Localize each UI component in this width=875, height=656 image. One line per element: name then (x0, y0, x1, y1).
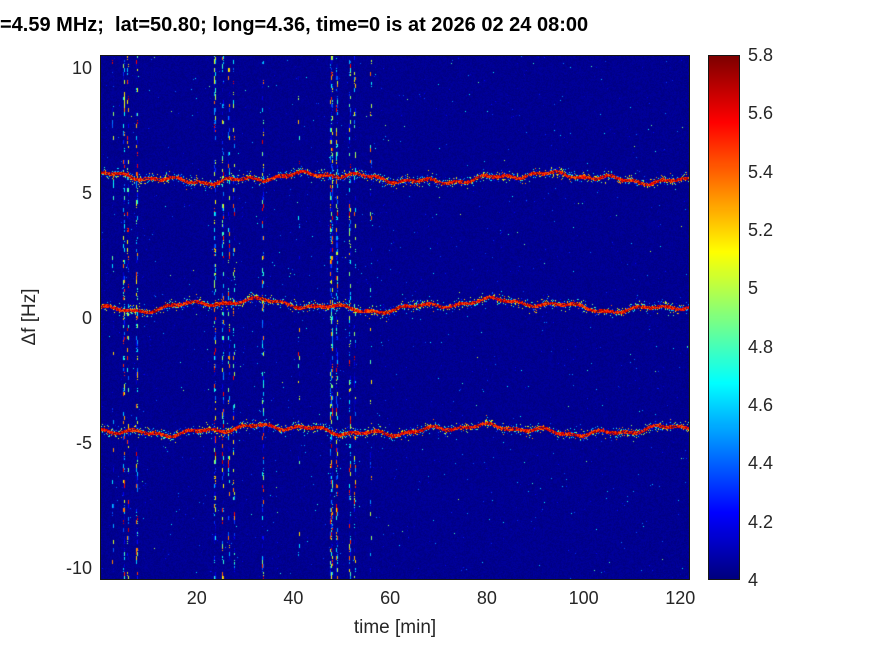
colorbar (708, 55, 740, 580)
colorbar-tick-label: 5.4 (748, 161, 774, 182)
y-tick-label: 10 (71, 57, 92, 78)
colorbar-tick-label: 4.6 (748, 395, 774, 415)
x-tick-label: 100 (568, 588, 599, 608)
x-axis-label: time [min] (353, 617, 437, 638)
colorbar-tick-label: 5 (748, 278, 759, 299)
x-tick-label: 20 (186, 588, 207, 608)
x-tick-label: 60 (380, 588, 401, 608)
plot-area (100, 55, 690, 580)
y-tick-label: 0 (81, 307, 92, 328)
colorbar-tick-label: 5.8 (748, 45, 774, 65)
chart-title: =4.59 MHz; lat=50.80; long=4.36, time=0 … (0, 14, 589, 36)
y-tick-label: -5 (75, 432, 92, 453)
colorbar-gradient (709, 56, 739, 579)
x-tick-label: 80 (476, 588, 497, 608)
colorbar-tick-label: 5.6 (748, 103, 774, 124)
x-tick-label: 40 (283, 588, 304, 608)
colorbar-tick-label: 4 (748, 570, 759, 590)
colorbar-tick-label: 4.2 (748, 511, 774, 532)
y-tick-label: -10 (65, 557, 92, 578)
y-tick-label: 5 (81, 182, 92, 203)
y-axis-label: Δf [Hz] (19, 288, 40, 346)
colorbar-tick-label: 4.4 (748, 453, 774, 474)
spectrogram-heatmap (101, 56, 689, 579)
x-tick-label: 120 (665, 588, 696, 608)
colorbar-tick-label: 4.8 (748, 336, 774, 357)
colorbar-tick-label: 5.2 (748, 220, 774, 240)
